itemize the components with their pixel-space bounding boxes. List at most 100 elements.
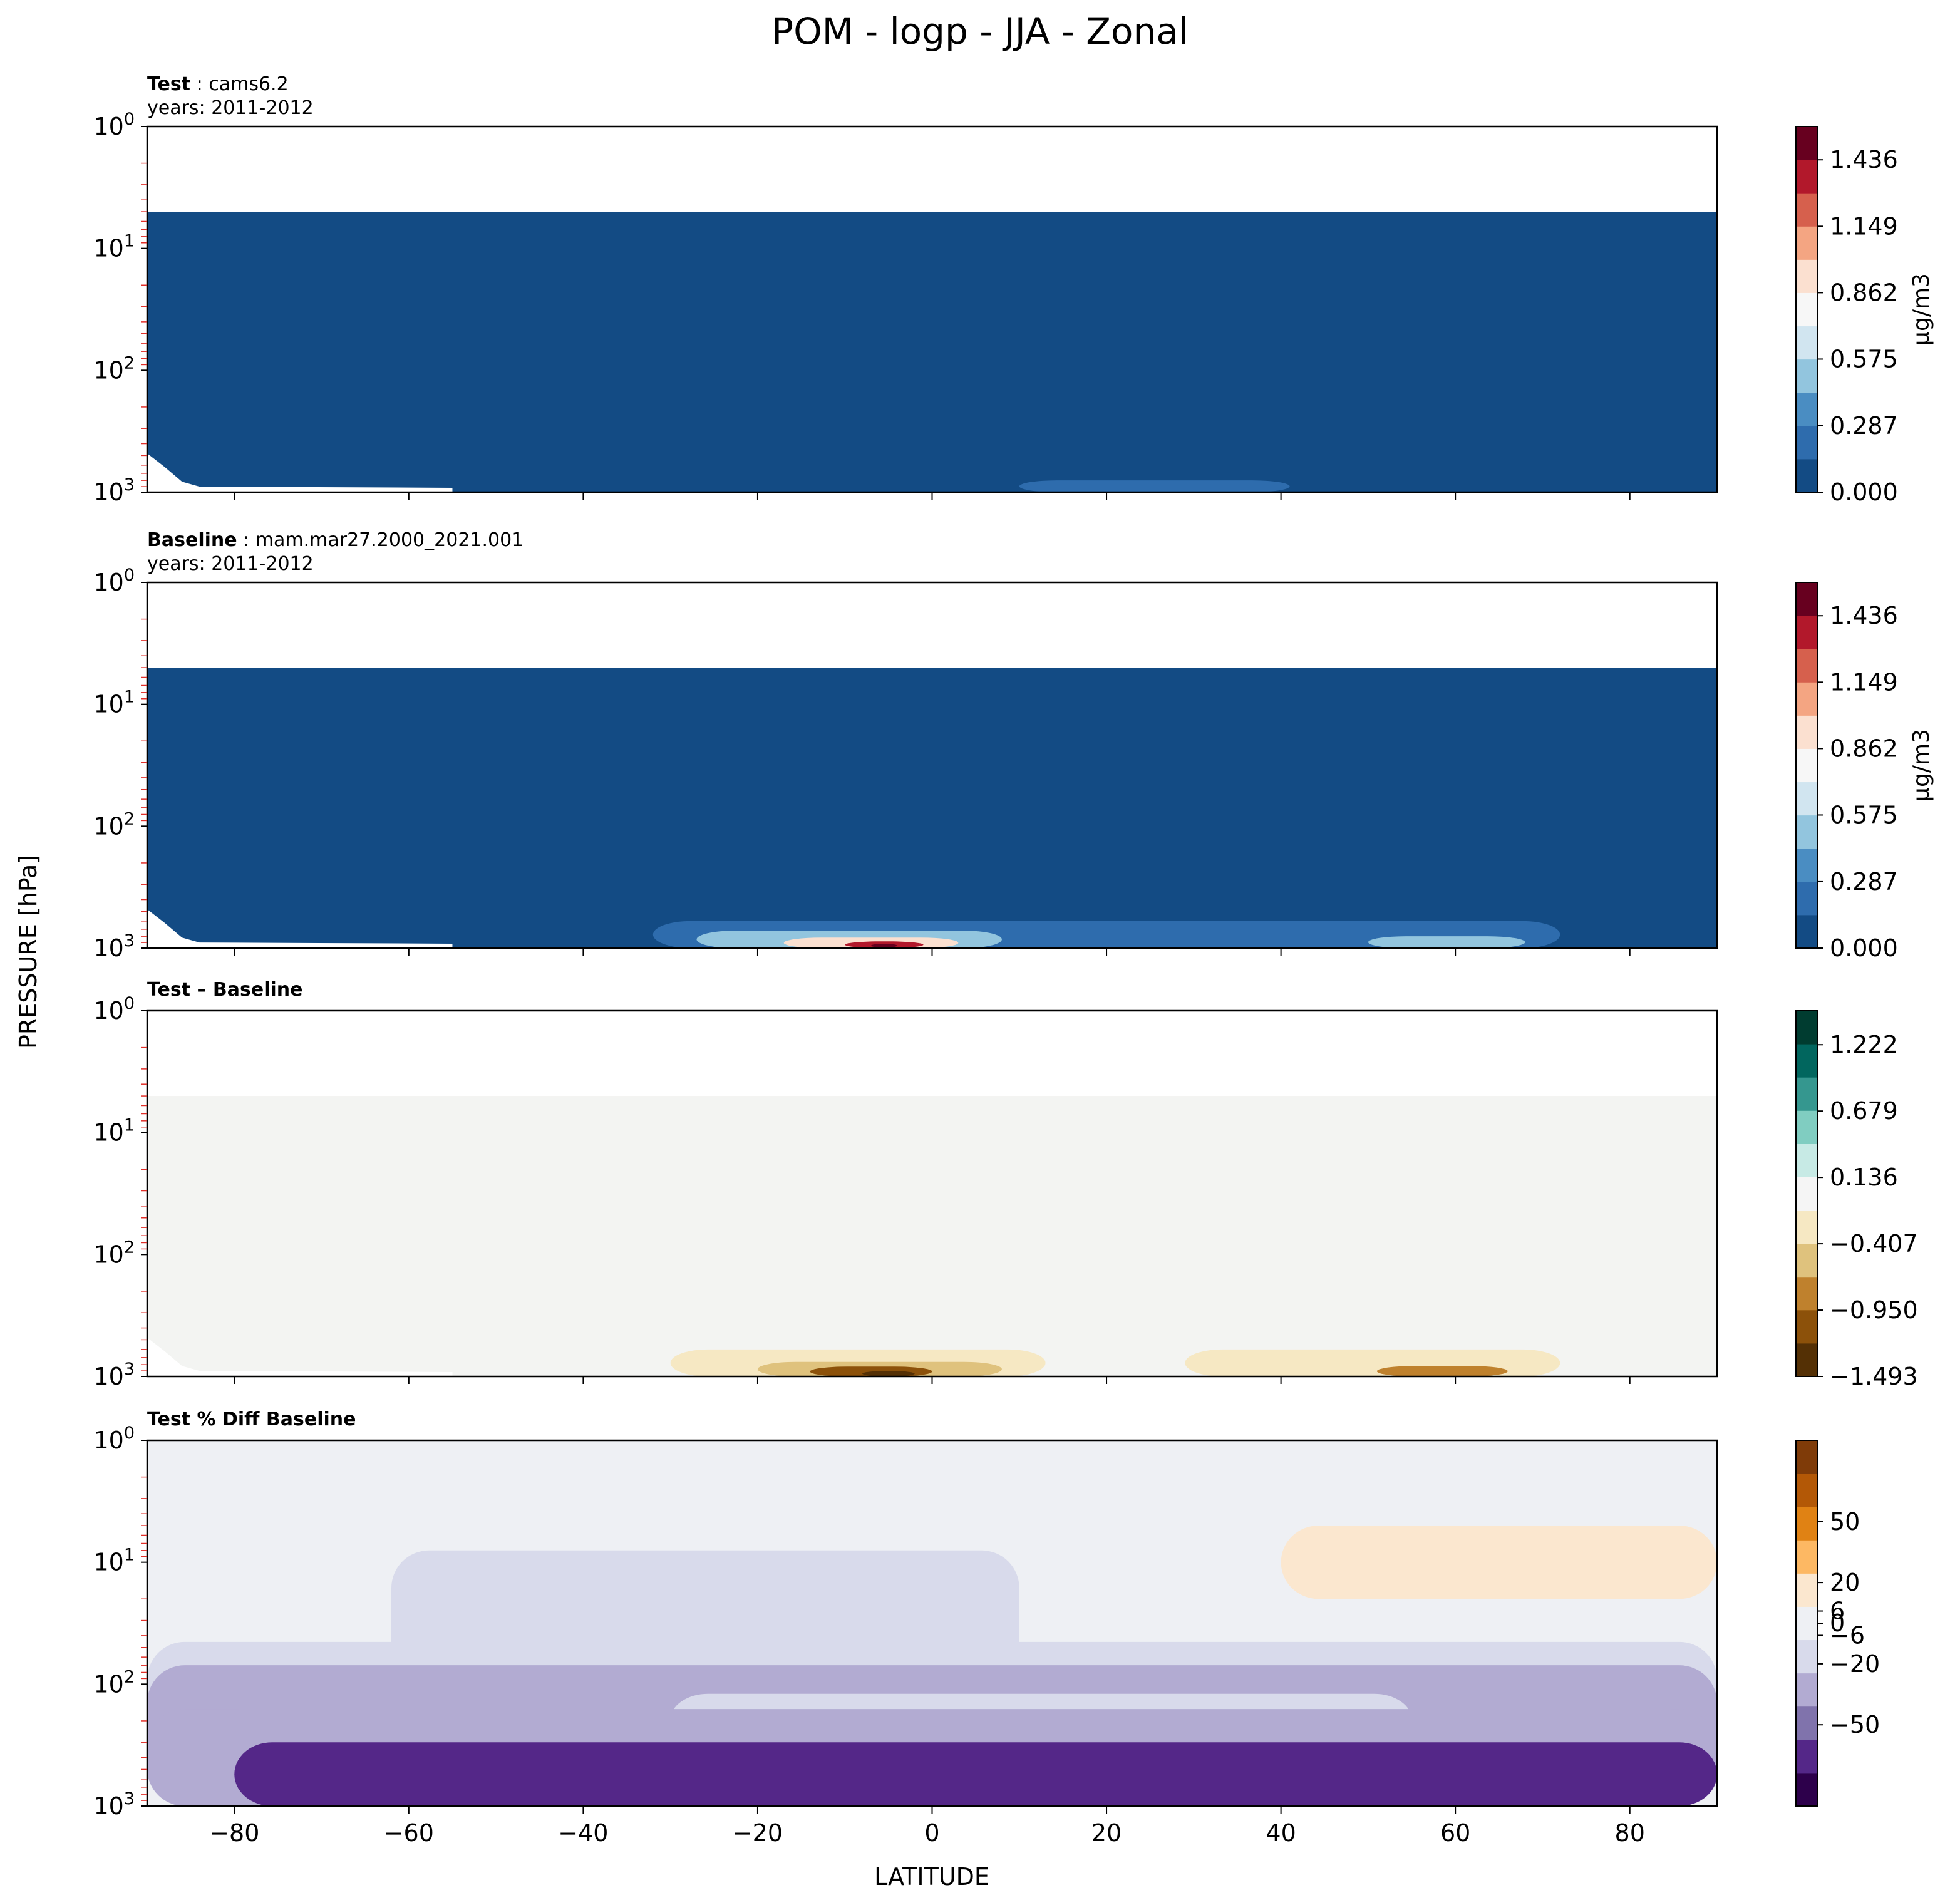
x-tick-label: 60 xyxy=(1440,1819,1470,1847)
colorbar-units-label: μg/m3 xyxy=(1909,273,1934,346)
colorbar-swatch xyxy=(1796,1110,1817,1144)
colorbar-swatch xyxy=(1796,1540,1817,1574)
colorbar-swatch xyxy=(1796,649,1817,683)
colorbar-swatch xyxy=(1796,126,1817,160)
missing-data-region xyxy=(147,1337,453,1376)
x-tick-label: 80 xyxy=(1615,1819,1645,1847)
y-tick-label: 100 xyxy=(93,565,135,596)
colorbar-tick-label: −1.493 xyxy=(1830,1363,1918,1390)
y-tick-label: 101 xyxy=(93,1116,135,1147)
y-tick-label: 100 xyxy=(93,110,135,140)
colorbar-swatch xyxy=(1796,292,1817,327)
y-tick-label: 101 xyxy=(93,688,135,718)
colorbar-frame xyxy=(1795,582,1818,949)
colorbar-swatch xyxy=(1796,226,1817,260)
panel-years: years: 2011-2012 xyxy=(147,553,314,575)
colorbar-swatch xyxy=(1796,1011,1817,1045)
colorbar-swatch xyxy=(1796,1673,1817,1707)
y-tick-label: 101 xyxy=(93,1546,135,1576)
colorbar-swatch xyxy=(1796,748,1817,783)
y-tick-label: 102 xyxy=(93,353,135,384)
y-tick-label: 100 xyxy=(93,994,135,1025)
colorbar-tick-label: 50 xyxy=(1830,1508,1860,1536)
y-tick-label: 103 xyxy=(93,475,135,506)
colorbar-units-label: μg/m3 xyxy=(1909,729,1934,802)
colorbar-swatch xyxy=(1796,392,1817,426)
contour-region xyxy=(1376,1366,1508,1376)
y-tick-label: 103 xyxy=(93,1789,135,1820)
x-tick-label: 0 xyxy=(924,1819,939,1847)
panel-years: years: 2011-2012 xyxy=(147,97,314,119)
field-base-fill xyxy=(147,212,1717,492)
colorbar-swatch xyxy=(1796,1772,1817,1807)
panel-baseline: 100 101 102 103 Baseline : mam.mar27.2000_20… xyxy=(93,529,1934,962)
colorbar-frame xyxy=(1795,126,1818,493)
missing-data-region xyxy=(147,909,453,948)
colorbar-tick-label: 0.862 xyxy=(1830,279,1898,306)
colorbar-tick-label: 0.575 xyxy=(1830,801,1898,829)
colorbar-swatch xyxy=(1796,914,1817,949)
colorbar-tick-label: 0.679 xyxy=(1830,1097,1898,1125)
colorbar-swatch xyxy=(1796,1276,1817,1311)
colorbar-tick-label: 0.862 xyxy=(1830,735,1898,762)
figure-title: POM - logp - JJA - Zonal xyxy=(771,10,1189,53)
field-base-fill xyxy=(147,668,1717,948)
colorbar-swatch xyxy=(1796,1739,1817,1774)
panel-label: Test % Diff Baseline xyxy=(147,1408,356,1430)
colorbar-tick-label: 6 xyxy=(1830,1598,1845,1625)
colorbar-swatch xyxy=(1796,682,1817,716)
colorbar-tick-label: 1.149 xyxy=(1830,668,1898,696)
contour-field xyxy=(147,1096,1717,1376)
colorbar-swatch xyxy=(1796,1144,1817,1177)
contour-region xyxy=(1368,936,1525,948)
colorbar-swatch xyxy=(1796,815,1817,849)
colorbar-swatch xyxy=(1796,259,1817,293)
colorbar-swatch xyxy=(1796,1573,1817,1607)
colorbar-swatch xyxy=(1796,1474,1817,1507)
colorbar-swatch xyxy=(1796,1606,1817,1641)
contour-region xyxy=(234,1742,1717,1806)
y-tick-label: 100 xyxy=(93,1423,135,1454)
contour-region xyxy=(1019,480,1290,492)
contour-field xyxy=(147,1440,1717,1806)
colorbar-tick-label: 20 xyxy=(1830,1569,1860,1596)
colorbar-tick-label: −6 xyxy=(1830,1621,1865,1649)
colorbar-tick-label: 1.222 xyxy=(1830,1031,1898,1058)
colorbar-tick-label: 1.436 xyxy=(1830,146,1898,173)
x-tick-label: −60 xyxy=(384,1819,434,1847)
colorbar-swatch xyxy=(1796,1440,1817,1474)
contour-region xyxy=(862,1371,915,1376)
colorbar-swatch xyxy=(1796,359,1817,393)
colorbar-swatch xyxy=(1796,782,1817,816)
colorbar-tick-label: 0.000 xyxy=(1830,478,1898,506)
panel-difference: 100 101 102 103 Test – Baseline −1.493 −0.950 −… xyxy=(93,979,1917,1390)
x-tick-label: −20 xyxy=(733,1819,783,1847)
colorbar-swatch xyxy=(1796,326,1817,360)
x-tick-label: 40 xyxy=(1266,1819,1296,1847)
colorbar-tick-label: 1.149 xyxy=(1830,212,1898,240)
colorbar-swatch xyxy=(1796,582,1817,616)
x-tick-label: 20 xyxy=(1091,1819,1122,1847)
colorbar-tick-label: 0.287 xyxy=(1830,412,1898,440)
colorbar-swatch xyxy=(1796,715,1817,749)
panel-label: Test : cams6.2 xyxy=(147,73,289,95)
y-tick-label: 103 xyxy=(93,1360,135,1390)
y-tick-label: 103 xyxy=(93,931,135,962)
colorbar-swatch xyxy=(1796,458,1817,493)
colorbar-swatch xyxy=(1796,1243,1817,1278)
colorbar-swatch xyxy=(1796,1210,1817,1244)
colorbar-swatch xyxy=(1796,1507,1817,1541)
contour-region xyxy=(1281,1526,1717,1599)
contour-field xyxy=(147,668,1717,948)
missing-data-region xyxy=(147,453,453,492)
colorbar-swatch xyxy=(1796,1706,1817,1740)
colorbar-swatch xyxy=(1796,616,1817,649)
colorbar-tick-label: 0.575 xyxy=(1830,345,1898,373)
figure-x-axis-label: LATITUDE xyxy=(874,1863,989,1891)
colorbar-frame xyxy=(1795,1010,1818,1377)
colorbar-tick-label: −50 xyxy=(1830,1711,1880,1738)
